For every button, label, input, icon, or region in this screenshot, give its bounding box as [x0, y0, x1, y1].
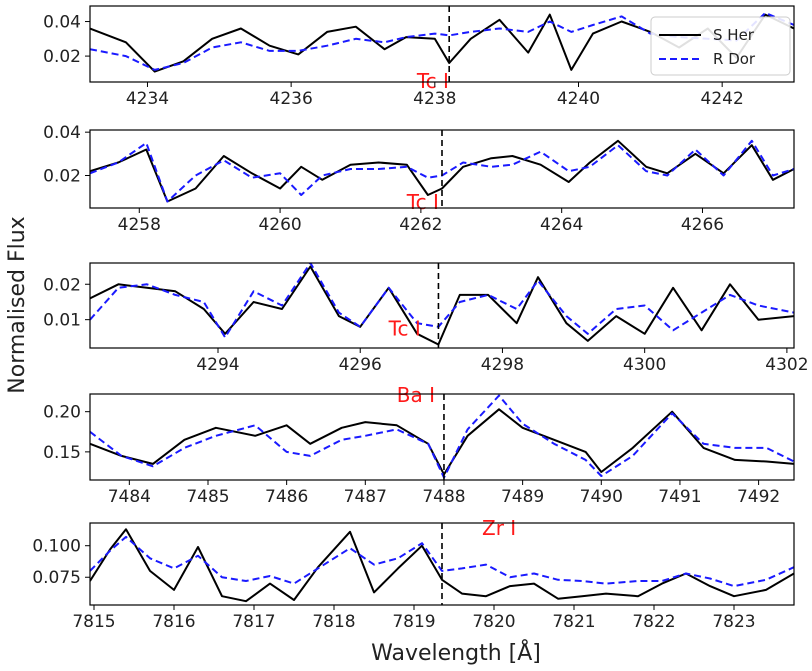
x-tick-label: 4258	[118, 215, 161, 235]
panel-3: Tc I 4294 4296 4298 4300 4302 0.01 0.02	[43, 262, 809, 375]
x-tick-label: 7816	[152, 612, 195, 632]
legend: S Her R Dor	[650, 16, 791, 76]
x-tick-label: 4260	[258, 215, 301, 235]
x-tick-label: 7818	[312, 612, 355, 632]
y-tick-label: 0.075	[32, 568, 81, 588]
x-tick-label: 4242	[701, 89, 744, 109]
y-tick-label: 0.01	[43, 311, 81, 331]
x-tick-label: 7820	[472, 612, 515, 632]
x-tick-label: 4234	[126, 89, 169, 109]
x-tick-label: 7488	[422, 487, 465, 507]
x-tick-label: 4236	[270, 89, 313, 109]
x-tick-label: 7485	[186, 487, 229, 507]
x-tick-label: 7822	[632, 612, 675, 632]
x-tick-label: 7486	[265, 487, 308, 507]
panel-frame	[89, 5, 795, 83]
legend-label-s-her: S Her	[713, 26, 755, 44]
x-tick-label: 7817	[232, 612, 275, 632]
x-tick-label: 7815	[72, 612, 115, 632]
x-tick-label: 4262	[399, 215, 442, 235]
r-dor-line	[90, 263, 794, 339]
line-annotation: Tc I	[416, 69, 449, 93]
s-her-line	[90, 265, 794, 346]
x-tick-label: 4240	[557, 89, 600, 109]
panel-5: Zr I 7815 7816 7817 7818 7819 7820 7821 7822 7823…	[32, 516, 795, 632]
x-tick-label: 4264	[540, 215, 583, 235]
x-tick-label: 7484	[108, 487, 151, 507]
y-tick-label: 0.04	[43, 13, 81, 33]
x-tick-label: 7489	[501, 487, 544, 507]
line-annotation: Zr I	[482, 516, 516, 540]
x-tick-label: 7491	[658, 487, 701, 507]
s-her-line	[90, 408, 794, 476]
x-tick-label: 7492	[737, 487, 780, 507]
x-tick-label: 4294	[196, 355, 239, 375]
x-tick-label: 4300	[623, 355, 666, 375]
x-tick-label: 7487	[344, 487, 387, 507]
x-tick-label: 4296	[339, 355, 382, 375]
y-tick-label: 0.02	[43, 275, 81, 295]
s-her-line	[90, 528, 794, 603]
x-tick-label: 7823	[712, 612, 755, 632]
legend-box	[650, 16, 791, 76]
y-tick-label: 0.02	[43, 167, 81, 187]
x-tick-label: 7819	[392, 612, 435, 632]
panel-frame	[89, 262, 795, 349]
panel-1: Tc I 4234 4236 4238 4240 4242 0.02 0.04 S Her R D…	[43, 5, 795, 109]
x-axis-label: Wavelength [Å]	[371, 639, 541, 666]
x-tick-label: 7490	[580, 487, 623, 507]
x-tick-label: 4298	[481, 355, 524, 375]
legend-label-r-dor: R Dor	[713, 50, 756, 68]
y-tick-label: 0.02	[43, 47, 81, 67]
panel-frame	[89, 393, 795, 481]
x-tick-label: 4266	[681, 215, 724, 235]
x-tick-label: 4238	[413, 89, 456, 109]
line-annotation: Ba I	[397, 383, 435, 407]
y-axis-label: Normalised Flux	[5, 216, 30, 393]
panel-frame	[89, 129, 795, 209]
r-dor-line	[90, 535, 794, 588]
y-tick-label: 0.15	[43, 443, 81, 463]
panel-frame	[89, 522, 795, 606]
panel-4: Ba I 7484 7485 7486 7487 7488 7489 7490 7491 7492…	[43, 383, 795, 507]
panels: Tc I 4234 4236 4238 4240 4242 0.02 0.04 S Her R D…	[32, 5, 809, 632]
panel-2: Tc I 4258 4260 4262 4264 4266 0.02 0.04	[43, 123, 795, 235]
y-tick-label: 0.20	[43, 403, 81, 423]
line-annotation: Tc I	[406, 190, 439, 214]
y-tick-label: 0.100	[32, 537, 81, 557]
x-tick-label: 4302	[765, 355, 808, 375]
y-tick-label: 0.04	[43, 123, 81, 143]
x-tick-label: 7821	[552, 612, 595, 632]
line-annotation: Tc I	[388, 317, 421, 341]
